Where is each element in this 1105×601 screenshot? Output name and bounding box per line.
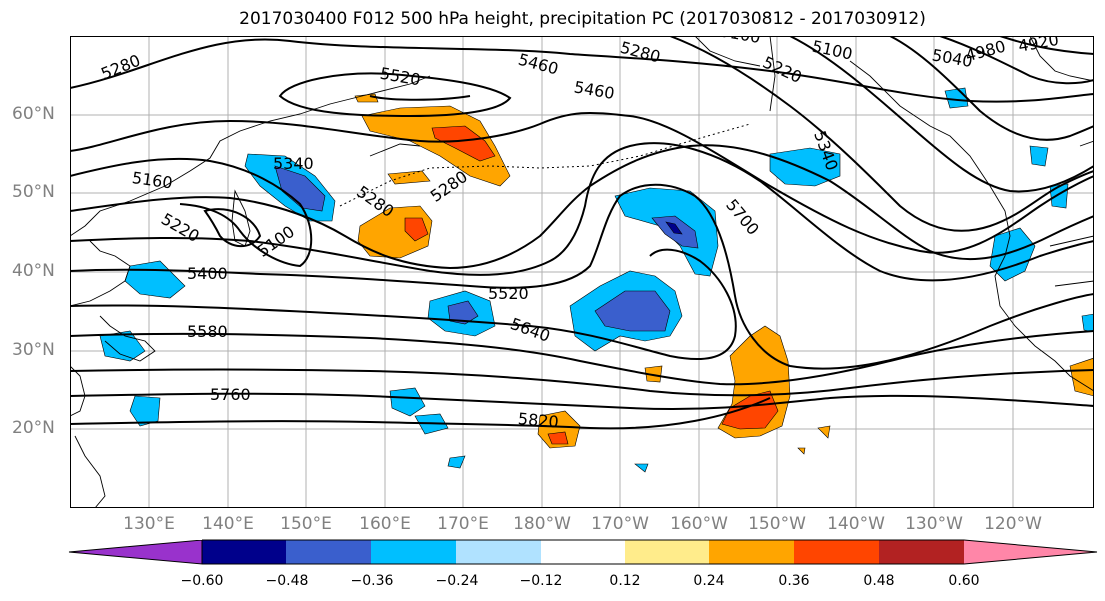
- colorbar-label-n024: −0.24: [435, 573, 479, 589]
- colorbar-segment: [709, 540, 794, 564]
- lat-label-60n: 60°N: [12, 104, 55, 124]
- contour-label-5280-center: 5280: [427, 167, 471, 206]
- colorbar-segment: [879, 540, 964, 564]
- contour-label-5700: 5700: [722, 195, 763, 238]
- colorbar-segment: [202, 540, 286, 564]
- contour-label-5280-nw: 5280: [98, 51, 143, 84]
- map-frame: [70, 36, 1094, 508]
- lat-label-20n: 20°N: [12, 418, 55, 438]
- colorbar-segment: [625, 540, 709, 564]
- contour-label-5340-mid: 5340: [273, 154, 314, 173]
- colorbar-label-n012: −0.12: [519, 573, 563, 589]
- lon-label-130w: 130°W: [905, 514, 963, 534]
- lon-label-150w: 150°W: [748, 514, 806, 534]
- colorbar-segment: [794, 540, 879, 564]
- precip-positive-areas: [354, 93, 1094, 455]
- colorbar-extend-low: [69, 540, 202, 564]
- contour-label-5520-mid: 5520: [488, 284, 529, 303]
- lon-label-120w: 120°W: [984, 514, 1042, 534]
- colorbar-label-p024: 0.24: [693, 573, 725, 589]
- colorbar-segment: [456, 540, 541, 564]
- contour-label-5640: 5640: [508, 314, 553, 346]
- colorbar-label-p048: 0.48: [863, 573, 895, 589]
- colorbar-segment: [371, 540, 456, 564]
- colorbar-label-p060: 0.60: [948, 573, 980, 589]
- contour-label-5100-left: 5100: [254, 222, 298, 261]
- lon-label-150e: 150°E: [280, 514, 332, 534]
- colorbar-label-n048: −0.48: [265, 573, 309, 589]
- lat-label-50n: 50°N: [12, 182, 55, 202]
- colorbar-segment: [541, 540, 625, 564]
- map-title: 2017030400 F012 500 hPa height, precipit…: [239, 9, 926, 29]
- colorbar-label-n036: −0.36: [350, 573, 394, 589]
- contour-label-5820: 5820: [517, 409, 559, 431]
- colorbar-segment: [286, 540, 371, 564]
- lat-label-30n: 30°N: [12, 340, 55, 360]
- contour-label-5280-top: 5280: [618, 38, 662, 67]
- contour-label-5400: 5400: [187, 264, 228, 283]
- lon-label-140w: 140°W: [827, 514, 885, 534]
- contour-label-5220-left: 5220: [158, 209, 203, 246]
- contour-label-5100-edge: 5100: [719, 36, 762, 47]
- lon-label-130e: 130°E: [123, 514, 175, 534]
- contour-label-5580: 5580: [187, 322, 228, 341]
- lon-label-170e: 170°E: [437, 514, 489, 534]
- contour-label-5220-right: 5220: [760, 53, 805, 87]
- lon-label-160w: 160°W: [670, 514, 728, 534]
- lon-label-180w: 180°W: [513, 514, 571, 534]
- lon-label-140e: 140°E: [202, 514, 254, 534]
- map-panel: 5280 5520 5460 5280 5100 5220 5040 4980 …: [70, 36, 1094, 508]
- contour-label-5100-top: 5100: [810, 37, 854, 64]
- contour-label-5160: 5160: [131, 168, 174, 192]
- lat-label-40n: 40°N: [12, 261, 55, 281]
- colorbar-extend-high: [964, 540, 1097, 564]
- colorbar-label-p012: 0.12: [609, 573, 641, 589]
- colorbar-label-n060: −0.60: [180, 573, 224, 589]
- contour-label-5460-a: 5460: [516, 50, 560, 79]
- height-contours: [70, 36, 1094, 430]
- colorbar: [68, 539, 1098, 565]
- contour-label-5760: 5760: [210, 385, 251, 404]
- precip-negative-areas: [99, 87, 1094, 473]
- lon-label-170w: 170°W: [591, 514, 649, 534]
- contour-label-5460-b: 5460: [573, 77, 616, 103]
- colorbar-outline: [68, 539, 1098, 565]
- colorbar-label-p036: 0.36: [778, 573, 810, 589]
- lon-label-160e: 160°E: [359, 514, 411, 534]
